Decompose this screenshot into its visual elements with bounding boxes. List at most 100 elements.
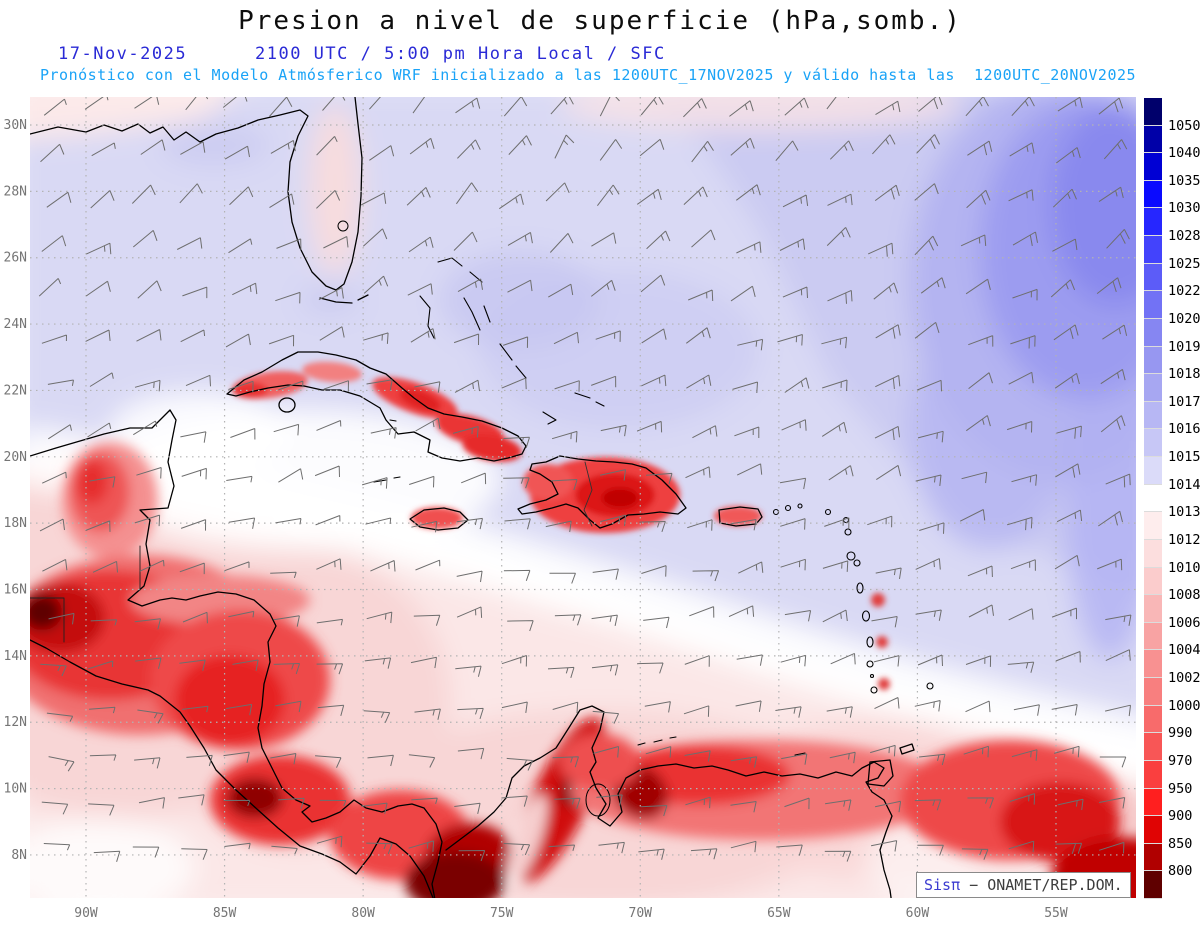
wind-barb xyxy=(369,145,395,161)
wind-barb xyxy=(409,475,435,488)
wind-barb xyxy=(1100,415,1126,433)
wind-barb xyxy=(874,425,900,441)
wind-barb xyxy=(185,97,209,111)
wind-barb xyxy=(875,100,901,116)
wind-barb xyxy=(84,97,109,110)
wind-barb xyxy=(1098,97,1124,115)
wind-barb xyxy=(1105,614,1132,626)
wind-barb xyxy=(549,572,576,584)
wind-barb xyxy=(316,835,343,848)
colorbar-segment xyxy=(1144,871,1162,899)
wind-barb xyxy=(316,136,338,156)
wind-barb xyxy=(598,841,625,854)
wind-barb xyxy=(224,561,250,572)
wind-barb xyxy=(688,289,714,302)
wind-barb xyxy=(684,655,710,667)
wind-barb xyxy=(874,697,900,710)
lat-label: 10N xyxy=(4,782,27,797)
wind-barb xyxy=(365,517,392,525)
wind-barb xyxy=(186,754,213,767)
wind-barb xyxy=(273,615,300,627)
colorbar-tick-label: 1004 xyxy=(1168,642,1200,659)
wind-barb xyxy=(278,797,305,809)
wind-barb xyxy=(779,477,807,490)
wind-barb xyxy=(683,98,707,118)
wind-barb xyxy=(960,234,987,247)
colorbar-tick-label: 1014 xyxy=(1168,476,1200,493)
wind-barb xyxy=(1098,510,1123,527)
wind-barb xyxy=(639,138,665,157)
wind-barb xyxy=(646,472,673,485)
wind-barb xyxy=(506,757,534,771)
wind-barb xyxy=(134,97,160,109)
wind-barb xyxy=(270,571,297,579)
wind-barb xyxy=(360,192,387,206)
wind-barb xyxy=(411,797,438,805)
wind-barb xyxy=(550,97,574,115)
wind-barb xyxy=(686,327,711,344)
colorbar-segment xyxy=(1144,180,1162,209)
wind-barb xyxy=(553,331,579,345)
wind-barb xyxy=(278,468,304,483)
wind-barb xyxy=(920,277,946,294)
wind-barb xyxy=(503,477,530,489)
wind-barb xyxy=(595,330,621,342)
wind-barb xyxy=(692,425,718,439)
wind-barb xyxy=(414,708,441,720)
wind-barb xyxy=(232,659,259,671)
wind-barb xyxy=(278,380,304,391)
colorbar-segment xyxy=(1144,374,1162,402)
wind-barb xyxy=(690,848,718,860)
wind-barb xyxy=(269,97,293,117)
wind-barb xyxy=(914,235,939,256)
colorbar-segment xyxy=(1144,788,1162,817)
wind-barb xyxy=(1103,139,1128,160)
wind-barb xyxy=(135,657,162,669)
wind-barb xyxy=(1008,840,1035,853)
coast-central-america-caribbean xyxy=(30,409,443,898)
wind-barb xyxy=(645,746,672,758)
wind-barb xyxy=(455,97,481,114)
wind-barb xyxy=(875,324,901,339)
wind-barb xyxy=(92,560,118,573)
wind-barb xyxy=(87,422,112,438)
wind-barb xyxy=(461,472,487,485)
wind-barb xyxy=(875,567,902,579)
colorbar-segment xyxy=(1144,650,1162,679)
wind-barb xyxy=(919,522,945,534)
wind-barb xyxy=(458,850,486,862)
colorbar-segment xyxy=(1144,263,1162,292)
wind-barb xyxy=(364,657,392,669)
wind-barb xyxy=(784,797,810,810)
wind-barb xyxy=(316,420,342,431)
wind-barb xyxy=(1010,335,1036,349)
wind-barb xyxy=(41,235,67,252)
wind-barb xyxy=(914,322,940,339)
colorbar-segment xyxy=(1144,843,1162,872)
wind-barb xyxy=(1008,608,1034,621)
wind-barb xyxy=(137,709,164,724)
wind-barb xyxy=(507,620,534,632)
wind-barb xyxy=(876,464,902,481)
wind-barb xyxy=(730,801,757,813)
wind-barb xyxy=(965,97,989,117)
wind-barb xyxy=(370,427,397,439)
colorbar-segment xyxy=(1144,733,1162,761)
wind-barb xyxy=(453,333,480,346)
wind-barb xyxy=(917,654,943,667)
wind-barb xyxy=(228,610,255,618)
wind-barb xyxy=(363,275,389,294)
wind-barb xyxy=(736,463,763,476)
wind-barb xyxy=(692,570,720,582)
wind-barb xyxy=(408,236,434,253)
wind-barb xyxy=(134,379,161,392)
wind-barb xyxy=(641,565,667,577)
wind-barb xyxy=(732,381,758,394)
colorbar-tick-label: 1010 xyxy=(1168,559,1200,576)
colorbar-tick-label: 970 xyxy=(1168,752,1193,769)
colorbar-segment xyxy=(1144,484,1162,513)
wind-barb xyxy=(363,332,389,344)
lat-label: 16N xyxy=(4,583,27,598)
colorbar-tick-label: 1018 xyxy=(1168,366,1200,383)
lat-label: 26N xyxy=(4,251,27,266)
